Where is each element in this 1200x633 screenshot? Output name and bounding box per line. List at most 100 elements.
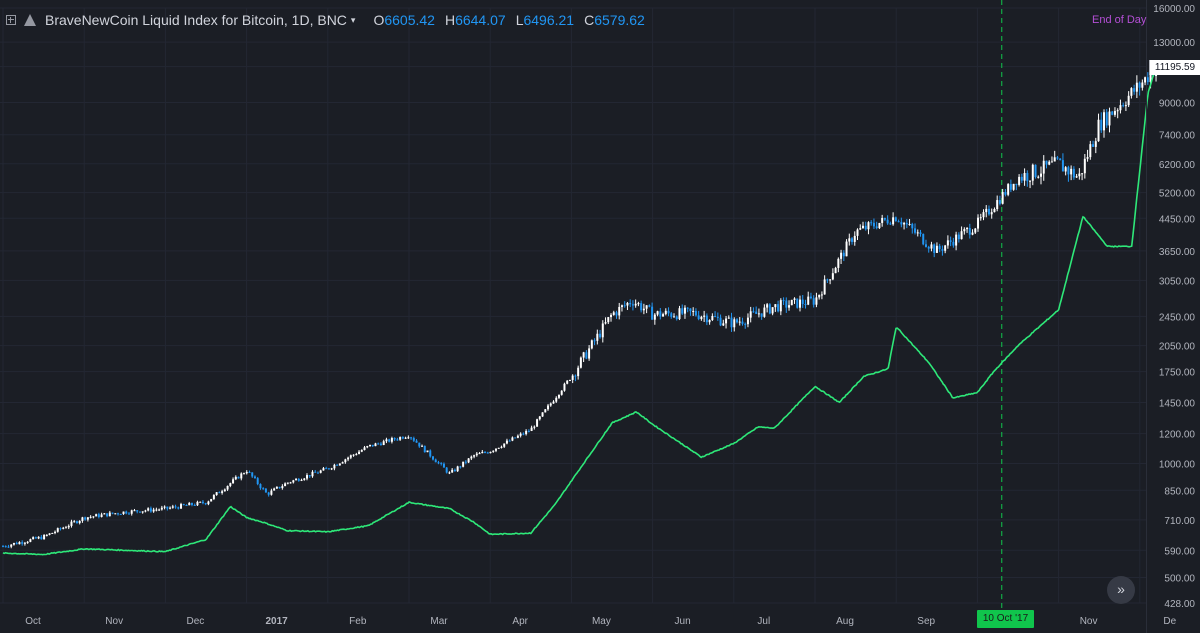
candle (782, 297, 785, 306)
candle (330, 467, 333, 471)
candle (1075, 173, 1078, 178)
candle (1015, 183, 1018, 191)
candle (1029, 180, 1032, 189)
candle (264, 487, 267, 493)
candle (486, 451, 489, 454)
candle (349, 454, 352, 460)
candle (755, 306, 758, 314)
candle (278, 486, 281, 489)
candle (256, 477, 259, 486)
candle (481, 449, 484, 454)
candle (870, 220, 873, 226)
candle (190, 502, 193, 507)
candle (108, 510, 111, 517)
candle (599, 329, 602, 339)
candle (1094, 137, 1097, 154)
price-tick-label: 590.00 (1164, 546, 1195, 557)
candle (1081, 173, 1084, 181)
candle (418, 442, 421, 448)
candle (193, 503, 196, 506)
candle (505, 438, 508, 445)
candle (404, 436, 407, 439)
price-axis[interactable]: 16000.00 13000.00 9000.00 7400.00 6200.00 520… (1146, 0, 1196, 633)
candle (664, 308, 667, 316)
candle (300, 478, 303, 482)
price-tick-label: 3050.00 (1159, 276, 1196, 287)
candle (1056, 155, 1059, 160)
candle (494, 448, 497, 453)
candle (511, 436, 514, 442)
candle (138, 511, 141, 513)
candle (667, 307, 670, 317)
collapse-legend-icon[interactable] (6, 15, 16, 25)
candle (536, 418, 539, 427)
candle (401, 436, 404, 440)
candle (267, 491, 270, 497)
candle (725, 315, 728, 329)
candle (125, 510, 128, 515)
candle (1086, 149, 1089, 162)
candle (579, 356, 582, 369)
candle (757, 308, 760, 318)
symbol-title[interactable]: BraveNewCoin Liquid Index for Bitcoin, 1… (45, 12, 347, 28)
candle (642, 303, 645, 315)
candle (7, 544, 10, 548)
candle (407, 435, 410, 439)
price-tick-label: 16000.00 (1153, 4, 1195, 15)
candle (593, 338, 596, 346)
time-axis[interactable]: Oct Nov Dec 2017 Feb Mar Apr May Jun Jul Aug Sep Nov… (25, 616, 1176, 627)
price-tick-label: 850.00 (1164, 486, 1195, 497)
candle (144, 509, 147, 513)
candle (177, 506, 180, 510)
candle (645, 305, 648, 314)
candle (998, 195, 1001, 206)
candle (97, 512, 100, 519)
candle (270, 488, 273, 496)
price-tick-label: 5200.00 (1159, 189, 1196, 200)
candle (527, 429, 530, 433)
candle (84, 516, 87, 521)
price-tick-label: 710.00 (1164, 516, 1195, 527)
time-tick-label: Dec (187, 616, 205, 627)
candle (1037, 175, 1040, 179)
scroll-to-realtime-button[interactable]: » (1107, 576, 1135, 604)
candle (1111, 111, 1114, 116)
candle (1113, 107, 1116, 117)
candle (1146, 72, 1149, 85)
candle (133, 508, 136, 512)
candle (259, 483, 262, 490)
candle (470, 455, 473, 461)
candle (703, 310, 706, 322)
symbol-menu-caret-icon[interactable]: ▾ (350, 14, 356, 25)
candle (456, 465, 459, 472)
candle (582, 351, 585, 363)
candle (848, 233, 851, 246)
candle (78, 520, 81, 525)
candle (462, 461, 465, 468)
time-tick-label: 2017 (265, 616, 288, 627)
candle (338, 463, 341, 466)
candle (566, 380, 569, 385)
candle (1133, 84, 1136, 95)
time-tick-label: De (1163, 616, 1176, 627)
candle (883, 217, 886, 222)
time-tick-label: May (592, 616, 611, 627)
candle (152, 507, 155, 513)
candle (182, 503, 185, 506)
price-tick-label: 1450.00 (1159, 399, 1196, 410)
candle (1083, 153, 1086, 179)
candle (43, 534, 46, 540)
candle (798, 295, 801, 312)
candle (966, 227, 969, 233)
candle (708, 319, 711, 325)
candle (40, 535, 43, 540)
low-value: 6496.21 (523, 12, 575, 28)
candle (325, 466, 328, 470)
candle (464, 460, 467, 465)
candle (823, 275, 826, 295)
candle (369, 444, 372, 447)
candle (382, 439, 385, 446)
candle (955, 231, 958, 251)
candle (859, 224, 862, 231)
